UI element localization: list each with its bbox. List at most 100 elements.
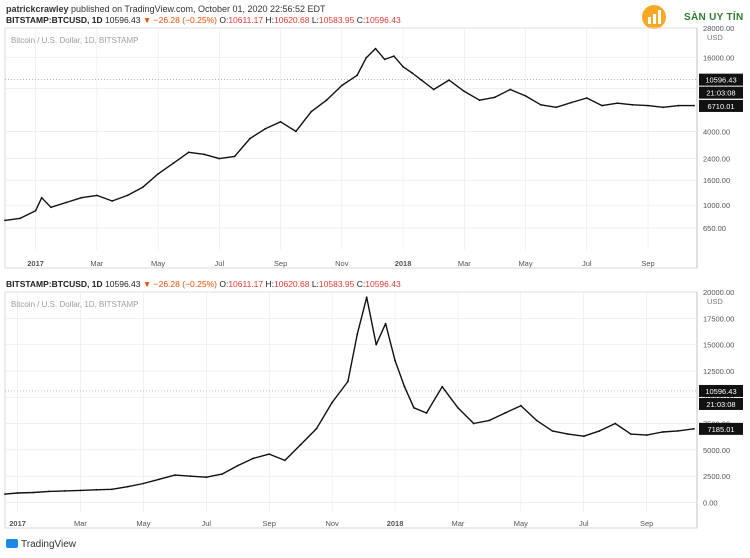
price-point (647, 104, 649, 107)
x-tick-label: Nov (335, 259, 349, 268)
price-point (555, 106, 558, 109)
header-symbol: BITSTAMP:BTCUSD, 1D (6, 279, 103, 289)
price-point (16, 492, 19, 494)
currency-label: USD (707, 33, 723, 42)
x-tick-label: 2018 (387, 519, 404, 528)
price-point (172, 162, 175, 165)
price-point (141, 186, 144, 189)
x-tick-label: Sep (274, 259, 287, 268)
current-price-label-bg (699, 422, 743, 435)
price-point (65, 201, 68, 204)
price-point (494, 96, 496, 99)
y-tick-label: 650.00 (703, 224, 726, 233)
y-tick-label: 5000.00 (703, 446, 730, 455)
price-point (601, 104, 603, 107)
price-point (383, 58, 386, 61)
price-point (40, 196, 43, 199)
price-point (504, 412, 506, 414)
price-point (441, 385, 444, 388)
price-point (19, 217, 22, 220)
price-point (374, 47, 377, 50)
price-point (631, 103, 634, 106)
x-tick-label: May (514, 519, 528, 528)
price-point (203, 153, 205, 156)
price-point (111, 200, 114, 202)
price-point (249, 137, 251, 140)
y-tick-label: 20000.00 (703, 288, 734, 297)
y-tick-label: 1000.00 (703, 201, 730, 210)
y-tick-label: 0.00 (703, 498, 718, 507)
price-point (384, 322, 387, 325)
price-point (233, 155, 236, 158)
y-tick-label: 2400.00 (703, 155, 730, 164)
price-point (365, 296, 368, 299)
price-point (551, 430, 554, 432)
x-tick-label: Sep (640, 519, 653, 528)
price-point (325, 99, 328, 102)
price-point (432, 88, 435, 91)
price-point (420, 79, 423, 81)
chart-title: Bitcoin / U.S. Dollar, 1D, BITSTAMP (11, 36, 138, 45)
price-point (645, 434, 648, 436)
price-point (63, 490, 66, 492)
publisher-rest: published on TradingView.com, October 01… (68, 4, 326, 14)
header-close: 10596.43 (365, 15, 401, 25)
price-point (4, 219, 6, 222)
price-point (95, 488, 98, 491)
chart-header-bottom: BITSTAMP:BTCUSD, 1D 10596.43 ▼ −26.28 (−… (6, 279, 401, 289)
price-point (218, 157, 221, 160)
y-tick-label: 1600.00 (703, 176, 730, 185)
price-point (187, 151, 190, 154)
x-tick-label: May (518, 259, 532, 268)
x-tick-label: Jul (579, 519, 589, 528)
current-price-label: 6710.01 (707, 102, 734, 111)
header-open: 10611.17 (228, 15, 264, 25)
price-point (340, 84, 343, 87)
plot-frame (4, 291, 698, 529)
header-symbol: BITSTAMP:BTCUSD, 1D (6, 15, 103, 25)
price-point (411, 72, 414, 74)
publisher-line: patrickcrawley published on TradingView.… (6, 4, 326, 14)
price-point (268, 453, 271, 455)
chart-title: Bitcoin / U.S. Dollar, 1D, BITSTAMP (11, 300, 138, 309)
header-last: 10596.43 (105, 279, 141, 289)
footer-logo: TradingView (6, 539, 76, 550)
time-label: 21:03:08 (706, 89, 735, 98)
header-low: 10583.95 (318, 279, 355, 289)
header-close: 10596.43 (365, 279, 401, 289)
price-point (284, 459, 286, 462)
current-price-label-bg (699, 99, 743, 112)
price-point (331, 401, 333, 404)
price-point (662, 106, 665, 109)
x-tick-label: Jul (215, 259, 225, 268)
price-point (174, 474, 176, 476)
y-tick-label: 4000.00 (703, 127, 730, 136)
price-point (295, 130, 297, 133)
price-point (315, 427, 318, 430)
x-tick-label: 2017 (9, 519, 26, 528)
price-point (582, 435, 585, 438)
price-point (50, 206, 52, 209)
last-price-label-bg (699, 73, 743, 86)
x-tick-label: Mar (90, 259, 103, 268)
x-tick-label: Nov (325, 519, 339, 528)
brand-logo (642, 5, 666, 29)
chart-pane-2: 20000.00 17500.00 15000.00 12500.00 10000.00… (4, 288, 743, 529)
price-point (425, 412, 428, 414)
price-point (630, 433, 632, 435)
x-tick-label: Mar (451, 519, 464, 528)
price-point (677, 430, 679, 432)
y-tick-label: 17500.00 (703, 314, 734, 323)
price-point (661, 431, 664, 433)
price-point (96, 194, 98, 197)
price-point (79, 489, 82, 492)
price-point (403, 385, 406, 388)
last-price-label: 10596.43 (705, 76, 736, 85)
chart-pane-1: 28000.0016000.009000.004000.002400.00160… (4, 24, 743, 269)
last-price-label-bg (699, 384, 743, 397)
price-point (158, 478, 161, 481)
time-label-bg (699, 397, 743, 410)
price-point (365, 56, 368, 59)
price-point (524, 95, 527, 97)
header-high: 10620.68 (274, 279, 310, 289)
